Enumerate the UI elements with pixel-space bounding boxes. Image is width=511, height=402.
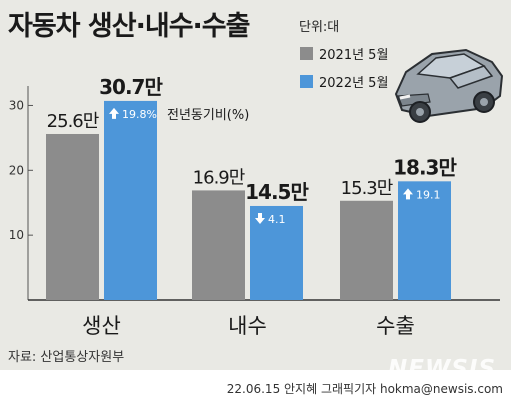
unit-label: 단위:대 — [299, 20, 340, 35]
value-label-domestic-2021: 16.9만 — [193, 167, 245, 188]
legend-item-2022: 2022년 5월 — [300, 73, 389, 91]
yoy-annotation: 전년동기비(%) — [167, 108, 249, 123]
chart-title: 자동차 생산·내수·수출 — [8, 11, 250, 42]
arrow-up-icon — [109, 107, 119, 119]
newsis-watermark: NEWSIS — [388, 356, 497, 382]
value-label-export-2022: 18.3만 — [393, 155, 457, 179]
arrow-up-icon — [403, 188, 413, 200]
bar-production-2022 — [104, 100, 157, 300]
legend-label-2021: 2021년 5월 — [319, 47, 389, 63]
y-tick-label: 20 — [9, 163, 24, 177]
bar-export-2021 — [340, 200, 393, 300]
y-tick-label: 30 — [9, 98, 24, 112]
yoy-change-domestic: 4.1 — [268, 213, 286, 226]
legend-item-2021: 2021년 5월 — [300, 45, 389, 63]
legend-swatch-2021 — [300, 46, 313, 60]
legend-swatch-2022 — [300, 74, 313, 88]
bar-domestic-2021 — [192, 190, 245, 300]
value-label-production-2021: 25.6만 — [47, 111, 99, 132]
category-label-domestic: 내수 — [228, 314, 267, 338]
arrow-down-icon — [255, 212, 265, 224]
source-note: 자료: 산업통상자원부 — [8, 350, 125, 365]
car-icon — [394, 48, 504, 123]
value-label-export-2021: 15.3만 — [341, 178, 393, 199]
value-label-domestic-2022: 14.5만 — [245, 180, 309, 204]
category-label-production: 생산 — [82, 314, 121, 338]
yoy-change-export: 19.1 — [416, 188, 441, 201]
credit-line: 22.06.15 안지혜 그래픽기자 hokma@newsis.com — [226, 382, 503, 396]
legend-label-2022: 2022년 5월 — [319, 75, 389, 91]
value-label-production-2022: 30.7만 — [99, 75, 163, 99]
yoy-change-production: 19.8% — [122, 108, 157, 121]
y-tick-label: 10 — [9, 228, 24, 242]
bar-production-2021 — [46, 133, 99, 300]
bar-export-2022 — [398, 181, 451, 300]
category-label-export: 수출 — [376, 314, 415, 338]
